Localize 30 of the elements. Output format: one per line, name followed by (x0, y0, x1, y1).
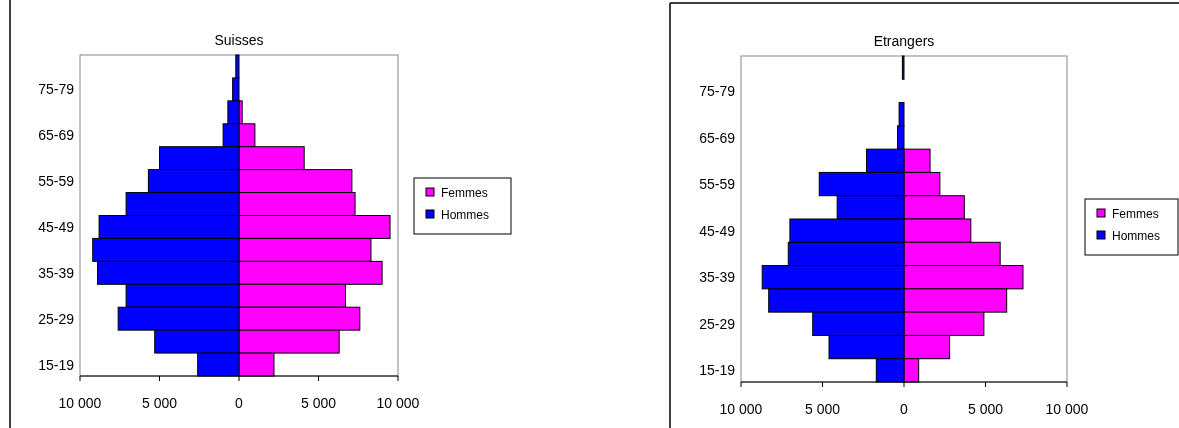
x-tick-label: 10 000 (719, 401, 763, 417)
y-tick-label: 45-49 (699, 222, 736, 239)
y-tick-label: 65-69 (699, 129, 736, 146)
x-tick-label: 5 000 (967, 401, 1004, 417)
x-tick-label: 10 000 (376, 395, 420, 411)
x-tick-label: 5 000 (300, 395, 337, 411)
legend-label: Hommes (441, 208, 490, 222)
y-tick-label: 15-19 (699, 362, 736, 379)
y-tick-label: 75-79 (38, 81, 75, 98)
legend-label: Femmes (441, 186, 488, 200)
x-tick-label: 0 (235, 395, 244, 411)
y-tick-label: 75-79 (699, 82, 736, 99)
y-tick-label: 15-19 (38, 356, 75, 373)
legend-label: Femmes (1112, 207, 1159, 221)
y-tick-label: 65-69 (38, 127, 75, 144)
y-tick-label: 35-39 (699, 269, 736, 286)
chart-title: Suisses (214, 32, 264, 48)
y-tick-label: 45-49 (38, 218, 75, 235)
x-tick-label: 10 000 (1045, 401, 1089, 417)
x-tick-label: 5 000 (804, 401, 841, 417)
y-tick-label: 55-59 (38, 173, 75, 190)
y-tick-label: 25-29 (699, 315, 736, 332)
legend-label: Hommes (1112, 229, 1161, 243)
y-tick-label: 35-39 (38, 264, 75, 281)
chart-title: Etrangers (873, 33, 935, 49)
y-tick-label: 55-59 (699, 176, 736, 193)
x-tick-label: 0 (900, 401, 909, 417)
y-tick-label: 25-29 (38, 310, 75, 327)
x-tick-label: 5 000 (141, 395, 178, 411)
x-tick-label: 10 000 (58, 395, 102, 411)
